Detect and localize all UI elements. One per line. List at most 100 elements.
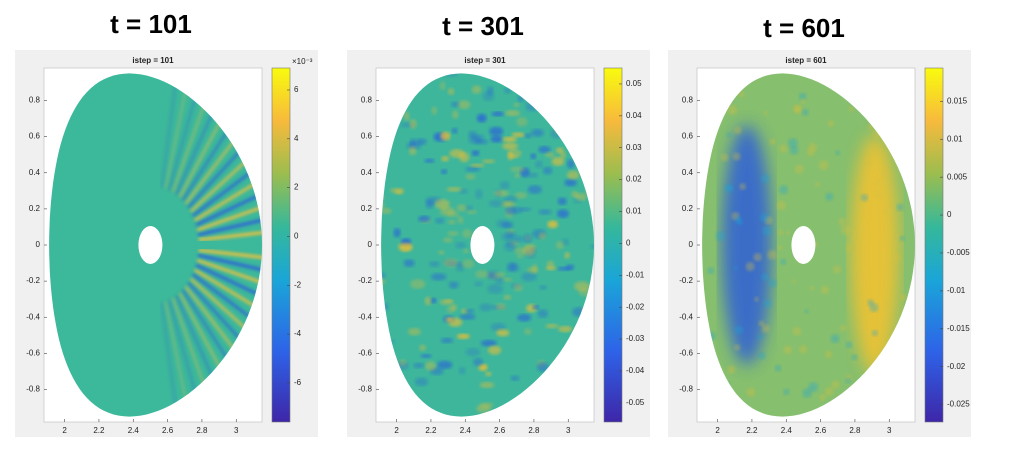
turbulence-blob	[424, 296, 432, 306]
turbulence-blob	[476, 113, 487, 123]
panel: t = 601 istep = 601 2 2.2 2.4 2.6 2.8 3 -0.8 -0.6…	[668, 13, 971, 437]
turbulence-blob	[465, 308, 475, 314]
colorbar-tick-label: -0.005	[947, 248, 970, 257]
turbulence-blob	[393, 227, 401, 238]
wave-stripe	[167, 299, 200, 405]
turbulence-blob	[523, 328, 532, 336]
turbulence-blob	[564, 179, 577, 187]
y-tick-label: 0	[368, 240, 373, 249]
turbulence-blob	[443, 298, 454, 303]
texture-blob	[845, 377, 852, 384]
texture-blob	[734, 126, 742, 135]
turbulence-blob	[515, 116, 528, 127]
colorbar-tick-label: -4	[294, 329, 302, 338]
texture-blob	[734, 325, 744, 335]
turbulence-blob	[455, 241, 466, 249]
texture-blob	[758, 320, 765, 327]
turbulence-blob	[465, 173, 476, 180]
texture-blob	[776, 200, 787, 211]
turbulence-blob	[505, 230, 513, 240]
texture-blob	[830, 334, 840, 343]
turbulence-blob	[466, 209, 478, 215]
texture-blob	[827, 119, 835, 127]
turbulence-blob	[403, 259, 415, 267]
turbulence-blob	[510, 375, 520, 381]
turbulence-blob	[545, 266, 558, 271]
panel-heading: t = 601	[763, 13, 845, 43]
turbulence-blob	[542, 166, 553, 175]
turbulence-blob	[440, 337, 454, 344]
y-tick-label: 0.6	[361, 132, 373, 141]
colorbar-tick-label: -6	[294, 378, 302, 387]
texture-blob	[767, 249, 777, 260]
y-tick-label: -0.2	[358, 276, 372, 285]
colorbar-tick-label: 0.01	[947, 134, 963, 143]
texture-blob	[869, 302, 879, 313]
x-tick-label: 2.4	[128, 426, 140, 435]
texture-blob	[760, 173, 770, 184]
turbulence-blob	[456, 204, 467, 212]
texture-blob	[788, 138, 798, 148]
turbulence-blob	[430, 297, 437, 304]
turbulence-blob	[491, 111, 504, 117]
texture-blob	[845, 341, 853, 349]
x-tick-label: 2.4	[460, 426, 472, 435]
turbulence-blob	[474, 270, 490, 279]
turbulence-blob	[409, 279, 426, 290]
turbulence-blob	[471, 85, 482, 94]
turbulence-blob	[478, 363, 488, 371]
y-tick-label: 0.2	[682, 204, 694, 213]
turbulence-blob	[519, 207, 532, 212]
colorbar-tick-label: 0.02	[626, 175, 642, 184]
wave-stripe	[197, 253, 262, 276]
turbulence-blob	[465, 205, 474, 211]
wave-stripe	[195, 263, 262, 305]
colorbar-tick-label: 0.015	[947, 96, 968, 105]
y-tick-label: 0.6	[29, 132, 41, 141]
turbulence-blob	[447, 230, 459, 237]
texture-blob	[777, 245, 783, 251]
turbulence-blob	[506, 206, 518, 216]
y-tick-label: -0.4	[26, 312, 40, 321]
turbulence-blob	[547, 220, 559, 229]
x-tick-label: 3	[234, 426, 239, 435]
turbulence-blob	[480, 339, 497, 347]
x-tick-label: 2.6	[494, 426, 506, 435]
turbulence-blob	[470, 163, 485, 168]
texture-blob	[769, 138, 777, 145]
texture-blob	[792, 326, 802, 336]
turbulence-blob	[445, 317, 454, 323]
turbulence-blob	[403, 111, 410, 121]
colorbar-tick-label: -0.03	[626, 334, 645, 343]
x-tick-label: 2.8	[528, 426, 540, 435]
texture-blob	[757, 334, 764, 340]
turbulence-blob	[475, 189, 483, 199]
x-tick-label: 2.4	[781, 426, 793, 435]
turbulence-blob	[551, 156, 565, 166]
turbulence-blob	[527, 185, 542, 194]
turbulence-blob	[521, 272, 537, 282]
texture-blob	[727, 105, 738, 115]
colorbar-tick-label: 0	[294, 232, 299, 241]
wave-stripe	[197, 214, 262, 237]
turbulence-blob	[409, 138, 416, 148]
turbulence-blob	[414, 377, 428, 387]
texture-blob	[835, 150, 841, 156]
texture-blob	[814, 181, 820, 188]
turbulence-blob	[436, 360, 453, 370]
turbulence-blob	[504, 109, 521, 117]
wave-stripe	[198, 248, 262, 262]
texture-blob	[715, 231, 726, 241]
turbulence-blob	[557, 197, 567, 206]
y-tick-label: -0.2	[26, 276, 40, 285]
texture-blob	[833, 265, 842, 274]
turbulence-blob	[479, 381, 495, 389]
colorbar-tick-label: -2	[294, 280, 302, 289]
y-tick-label: 0.4	[361, 168, 373, 177]
turbulence-blob	[399, 242, 413, 252]
texture-blob	[838, 217, 847, 226]
turbulence-blob	[447, 219, 456, 225]
texture-blob	[789, 146, 799, 155]
turbulence-blob	[430, 273, 447, 281]
